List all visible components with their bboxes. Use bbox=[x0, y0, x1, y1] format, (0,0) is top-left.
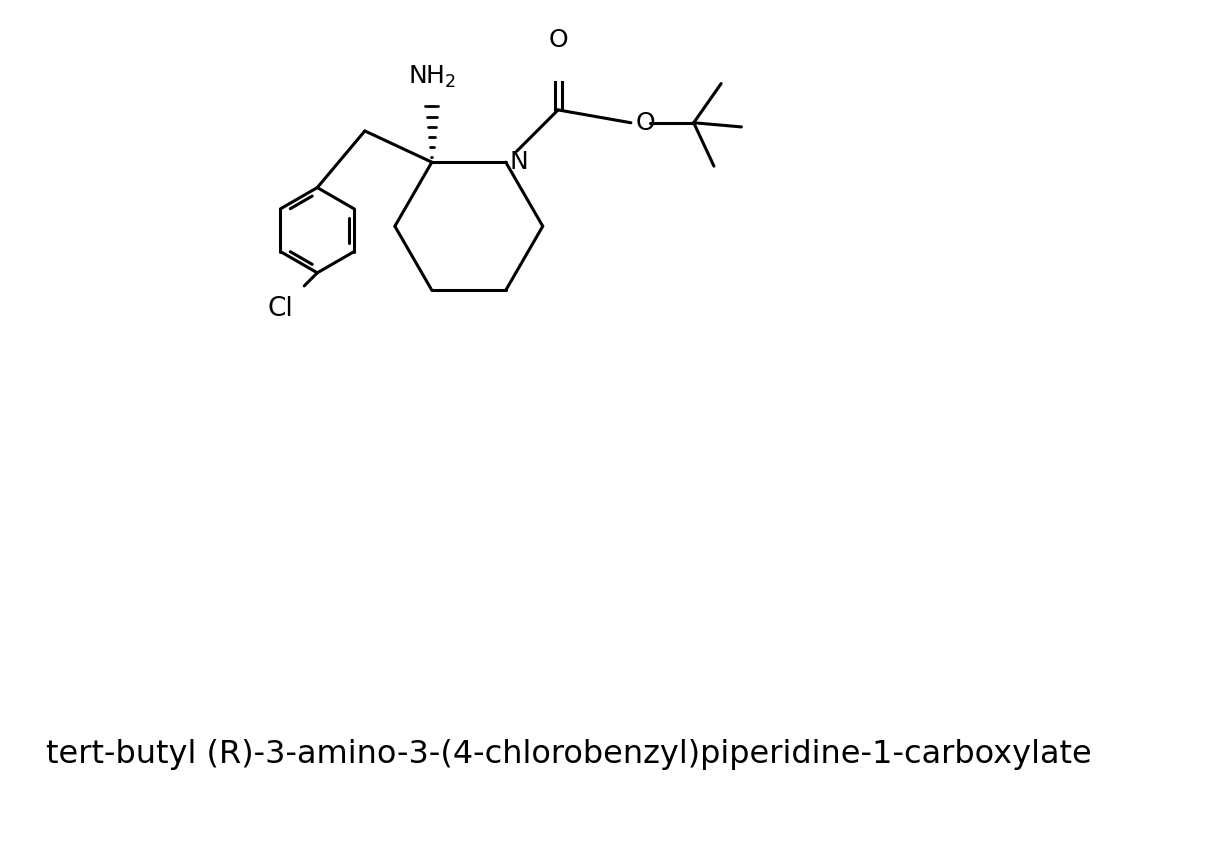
Text: tert-butyl (R)-3-amino-3-(4-chlorobenzyl)piperidine-1-carboxylate: tert-butyl (R)-3-amino-3-(4-chlorobenzyl… bbox=[46, 739, 1092, 770]
Text: N: N bbox=[509, 150, 528, 174]
Text: O: O bbox=[636, 111, 655, 135]
Text: O: O bbox=[548, 27, 568, 51]
Text: NH$_2$: NH$_2$ bbox=[407, 63, 456, 90]
Text: Cl: Cl bbox=[268, 297, 294, 322]
